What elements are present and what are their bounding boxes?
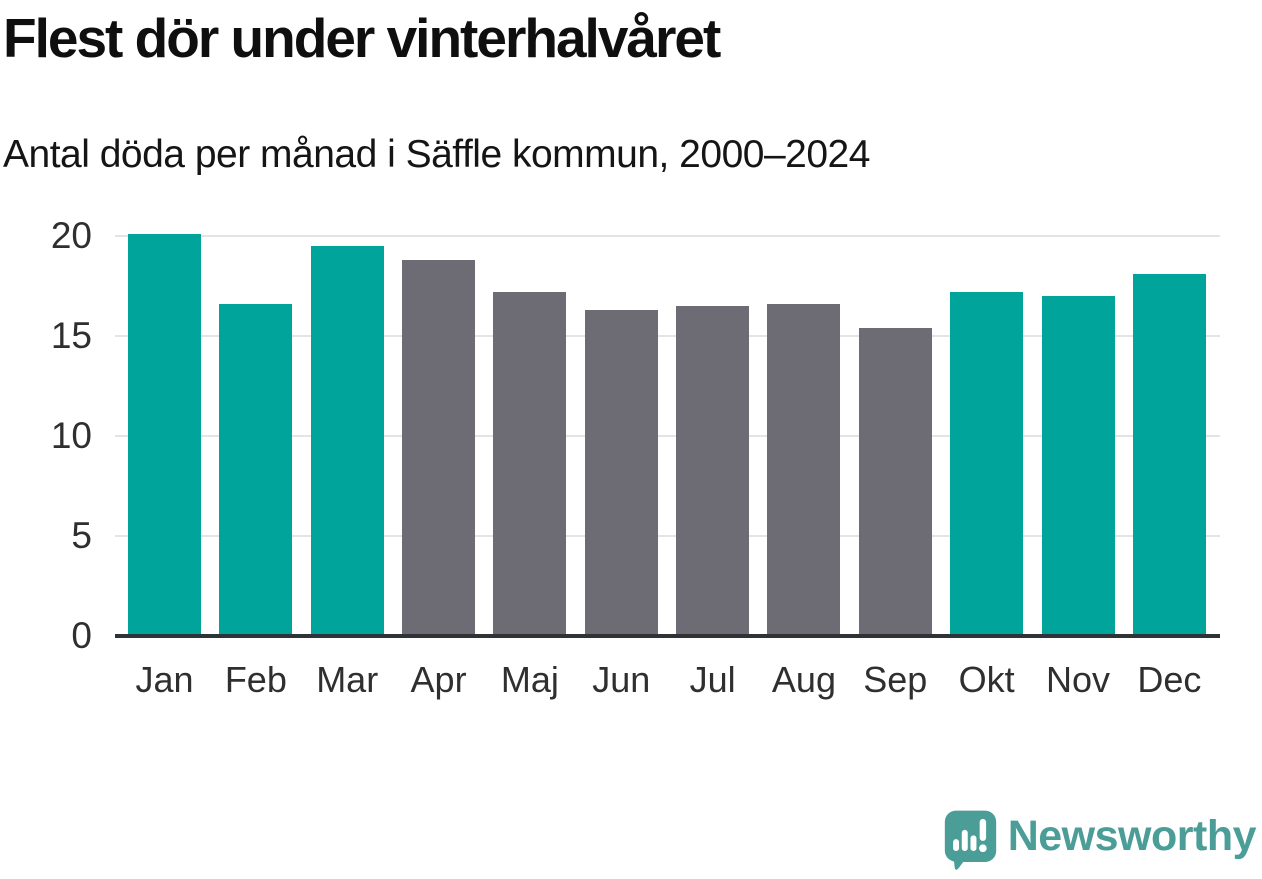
x-tick-label-jan: Jan xyxy=(135,659,194,700)
y-tick-label-0: 0 xyxy=(71,615,92,656)
bar-maj xyxy=(493,292,567,636)
y-tick-label-15: 15 xyxy=(50,315,92,356)
bar-dec xyxy=(1132,274,1206,636)
bar-aug xyxy=(767,304,841,636)
newsworthy-logo-icon xyxy=(944,810,996,870)
x-tick-label-jun: Jun xyxy=(592,659,651,700)
y-tick-label-5: 5 xyxy=(71,515,92,556)
x-tick-label-apr: Apr xyxy=(410,659,467,700)
gridline-y-20 xyxy=(115,235,1220,237)
newsworthy-logo: Newsworthy xyxy=(943,808,1257,872)
x-axis-line xyxy=(115,634,1220,638)
gridline-y-10 xyxy=(115,435,1220,437)
gridline-y-5 xyxy=(115,535,1220,537)
y-tick-label-20: 20 xyxy=(50,215,92,256)
x-tick-label-jul: Jul xyxy=(689,659,736,700)
bar-jun xyxy=(584,310,658,636)
bar-okt xyxy=(950,292,1024,636)
x-tick-label-sep: Sep xyxy=(863,659,928,700)
x-tick-label-aug: Aug xyxy=(771,659,836,700)
bar-nov xyxy=(1041,296,1115,636)
bar-jan xyxy=(128,234,201,636)
chart-subtitle: Antal döda per månad i Säffle kommun, 20… xyxy=(3,133,870,176)
chart-title: Flest dör under vinterhalvåret xyxy=(3,7,721,69)
bar-apr xyxy=(402,260,476,636)
x-tick-label-maj: Maj xyxy=(500,659,559,700)
x-tick-label-okt: Okt xyxy=(958,659,1015,700)
bar-jul xyxy=(676,306,750,636)
y-tick-label-10: 10 xyxy=(50,415,92,456)
bar-sep xyxy=(858,328,932,636)
x-tick-label-dec: Dec xyxy=(1137,659,1202,700)
x-tick-label-nov: Nov xyxy=(1045,659,1111,700)
bar-feb xyxy=(219,304,293,636)
bar-mar xyxy=(310,246,384,636)
x-tick-label-feb: Feb xyxy=(224,659,287,700)
x-tick-label-mar: Mar xyxy=(316,659,379,700)
newsworthy-logo-text: Newsworthy xyxy=(1007,811,1257,860)
gridline-y-15 xyxy=(115,335,1220,337)
